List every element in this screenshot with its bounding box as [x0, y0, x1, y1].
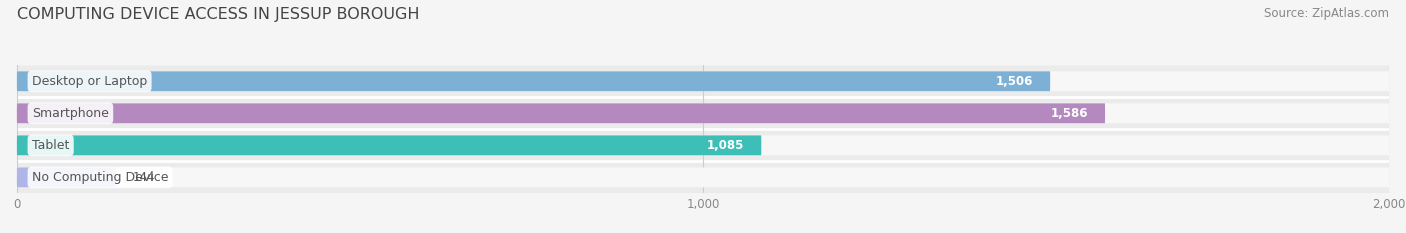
- Text: Desktop or Laptop: Desktop or Laptop: [32, 75, 148, 88]
- FancyBboxPatch shape: [17, 162, 1389, 193]
- Text: No Computing Device: No Computing Device: [32, 171, 169, 184]
- Text: 144: 144: [132, 171, 155, 184]
- FancyBboxPatch shape: [17, 71, 1050, 91]
- FancyBboxPatch shape: [17, 103, 1105, 123]
- FancyBboxPatch shape: [17, 65, 1389, 97]
- FancyBboxPatch shape: [17, 98, 1389, 129]
- Text: 1,085: 1,085: [707, 139, 744, 152]
- FancyBboxPatch shape: [17, 103, 1389, 123]
- FancyBboxPatch shape: [17, 135, 761, 155]
- FancyBboxPatch shape: [17, 130, 1389, 161]
- FancyBboxPatch shape: [17, 168, 1389, 187]
- Text: Source: ZipAtlas.com: Source: ZipAtlas.com: [1264, 7, 1389, 20]
- FancyBboxPatch shape: [17, 168, 115, 187]
- FancyBboxPatch shape: [17, 135, 1389, 155]
- Text: COMPUTING DEVICE ACCESS IN JESSUP BOROUGH: COMPUTING DEVICE ACCESS IN JESSUP BOROUG…: [17, 7, 419, 22]
- FancyBboxPatch shape: [17, 71, 1389, 91]
- Text: Tablet: Tablet: [32, 139, 69, 152]
- Text: Smartphone: Smartphone: [32, 107, 108, 120]
- Text: 1,586: 1,586: [1050, 107, 1088, 120]
- Text: 1,506: 1,506: [995, 75, 1033, 88]
